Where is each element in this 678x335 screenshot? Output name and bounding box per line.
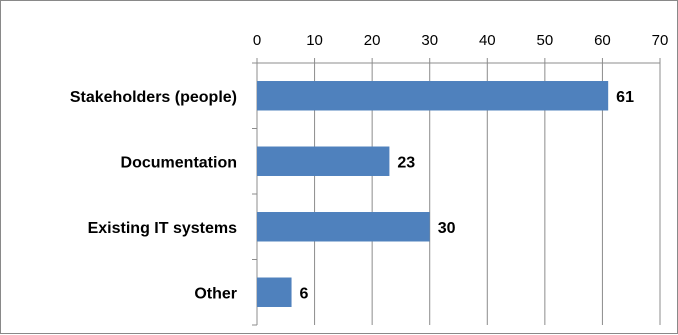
- data-label: 30: [438, 220, 456, 237]
- x-tick-label: 10: [306, 32, 323, 49]
- x-tick-label: 70: [652, 32, 669, 49]
- x-tick-label: 20: [364, 32, 381, 49]
- data-label: 23: [397, 154, 415, 171]
- tick-labels: 0 10 20 30 40 50 60 70: [253, 32, 669, 49]
- bar: [257, 277, 292, 307]
- category-label: Stakeholders (people): [70, 89, 237, 106]
- category-label: Other: [194, 285, 237, 302]
- category-label: Documentation: [121, 154, 237, 171]
- category-labels: Stakeholders (people) Documentation Existi…: [70, 89, 237, 303]
- x-tick-label: 60: [594, 32, 611, 49]
- bars: [257, 81, 609, 307]
- data-label: 61: [616, 89, 634, 106]
- bar: [257, 146, 390, 176]
- bar: [257, 212, 430, 242]
- data-labels: 61 23 30 6: [300, 89, 635, 303]
- x-tick-label: 40: [479, 32, 496, 49]
- bar: [257, 81, 609, 111]
- category-label: Existing IT systems: [88, 220, 237, 237]
- x-tick-label: 0: [253, 32, 261, 49]
- data-label: 6: [300, 285, 309, 302]
- x-tick-label: 50: [537, 32, 554, 49]
- x-tick-label: 30: [421, 32, 438, 49]
